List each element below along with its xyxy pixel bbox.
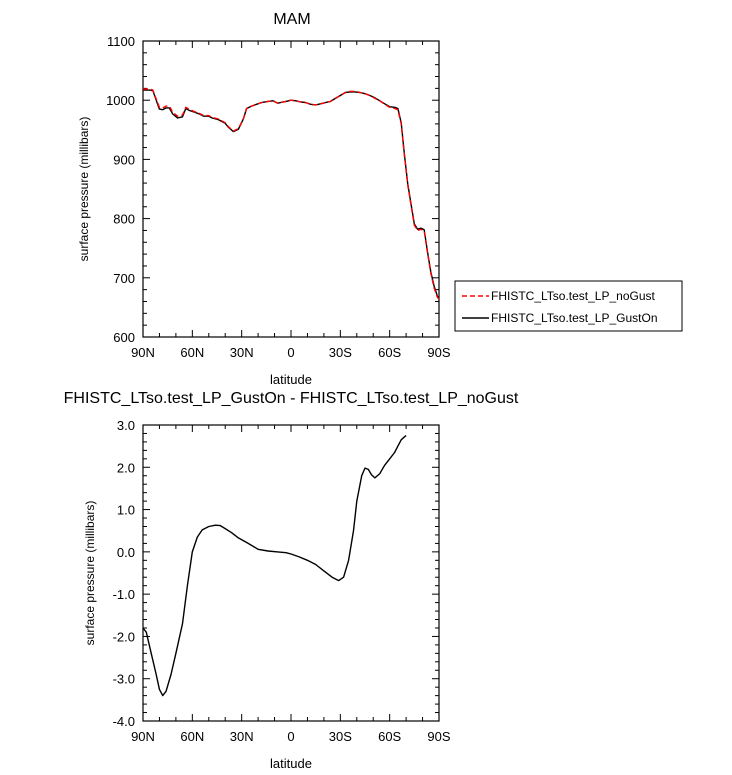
series-line-1-0 [142, 435, 407, 697]
x-tick-label: 30S [329, 345, 352, 360]
x-tick-label: 90S [427, 729, 450, 744]
x-axis-label: latitude [270, 372, 312, 387]
chart-title: MAM [273, 11, 310, 28]
y-tick-label: 1100 [107, 34, 135, 49]
series-group [143, 88, 440, 300]
x-tick-label: 60S [378, 345, 401, 360]
y-tick-label: 600 [113, 330, 135, 345]
x-tick-label: 90S [427, 345, 450, 360]
y-tick-label: 700 [113, 271, 135, 286]
series-line-0-0 [143, 88, 440, 300]
plot-frame [142, 40, 440, 338]
chart-bottom: FHISTC_LTso.test_LP_GustOn - FHISTC_LTso… [64, 390, 519, 771]
y-tick-label: -3.0 [113, 672, 135, 687]
x-tick-label: 0 [287, 729, 294, 744]
x-axis: 90N 60N 30N 0 30S 60S 90S [131, 41, 451, 360]
x-tick-label: 90N [131, 729, 155, 744]
chart-title: FHISTC_LTso.test_LP_GustOn - FHISTC_LTso… [64, 390, 519, 407]
x-tick-label: 30N [230, 729, 254, 744]
y-tick-label: 1.0 [117, 503, 135, 518]
y-tick-label: 900 [113, 152, 135, 167]
y-tick-label: 0.0 [117, 545, 135, 560]
y-axis-label: surface pressure (millibars) [83, 501, 97, 646]
x-tick-label: 60S [378, 729, 401, 744]
legend-label-nogust: FHISTC_LTso.test_LP_noGust [491, 289, 656, 303]
legend-box [454, 280, 683, 332]
y-tick-label: 3.0 [117, 418, 135, 433]
x-tick-label: 60N [180, 345, 204, 360]
legend: FHISTC_LTso.test_LP_noGust FHISTC_LTso.t… [454, 280, 683, 332]
x-tick-label: 90N [131, 345, 155, 360]
y-tick-label: -2.0 [113, 629, 135, 644]
x-axis-label: latitude [270, 756, 312, 771]
y-tick-label: 2.0 [117, 460, 135, 475]
y-tick-label: -1.0 [113, 587, 135, 602]
y-tick-label: -4.0 [113, 714, 135, 729]
series-line-0-1 [143, 89, 440, 298]
x-tick-label: 30S [329, 729, 352, 744]
y-axis-label: surface pressure (millibars) [77, 117, 91, 262]
y-tick-label: 800 [113, 212, 135, 227]
y-tick-label: 1000 [106, 93, 135, 108]
y-axis: 600 700 800 900 1000 1100 [106, 34, 439, 345]
chart-top: MAM 90N 60N 30N 0 30S 60S 90S 600 700 800 900 1000… [77, 11, 683, 387]
series-group [142, 435, 407, 697]
x-axis: 90N 60N 30N 0 30S 60S 90S [131, 425, 451, 744]
x-tick-label: 30N [230, 345, 254, 360]
x-tick-label: 60N [180, 729, 204, 744]
x-tick-label: 0 [287, 345, 294, 360]
y-axis: -4.0 -3.0 -2.0 -1.0 0.0 1.0 2.0 3.0 [113, 418, 439, 729]
plot-frame [142, 424, 440, 722]
legend-label-guston: FHISTC_LTso.test_LP_GustOn [491, 311, 658, 325]
